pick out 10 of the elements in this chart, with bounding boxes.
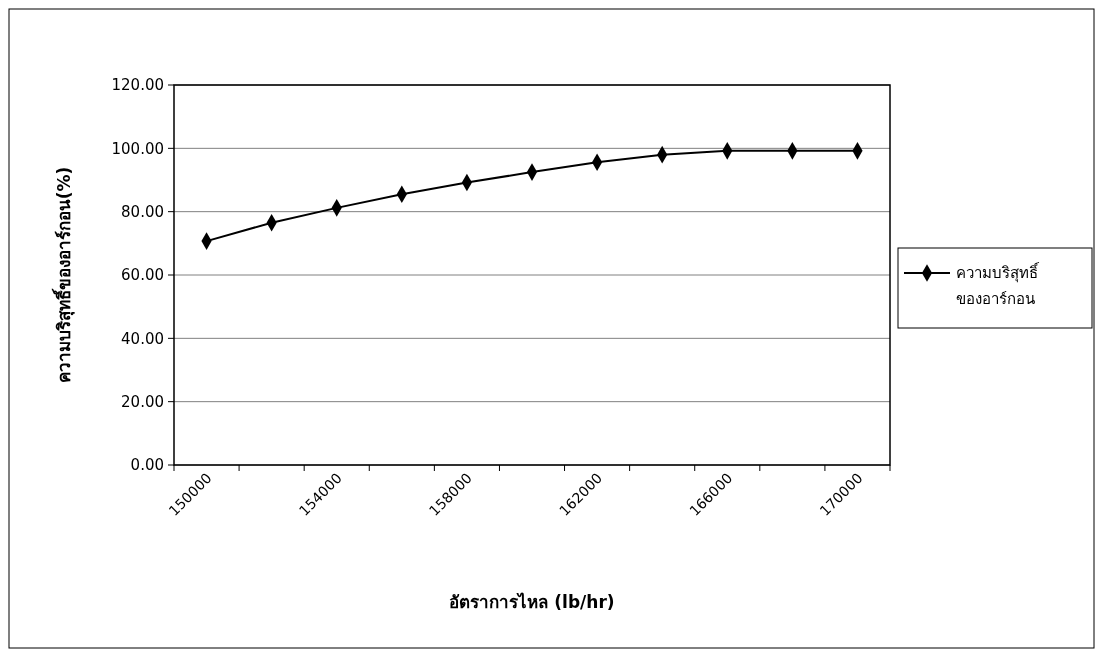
y-tick-label: 60.00: [121, 266, 164, 285]
y-tick-label: 40.00: [121, 329, 164, 348]
legend-label: ความบริสุทธิ์ ของอาร์กอน: [956, 262, 1040, 308]
y-tick-label: 0.00: [130, 456, 164, 475]
x-axis-title: อัตราการไหล (lb/hr): [449, 592, 615, 612]
y-axis-title: ความบริสุทธิ์ของอาร์กอน(%): [51, 166, 75, 384]
y-tick-label: 100.00: [111, 139, 164, 158]
y-tick-label: 20.00: [121, 392, 164, 411]
y-tick-label: 120.00: [111, 76, 164, 95]
y-tick-label: 80.00: [121, 202, 164, 221]
